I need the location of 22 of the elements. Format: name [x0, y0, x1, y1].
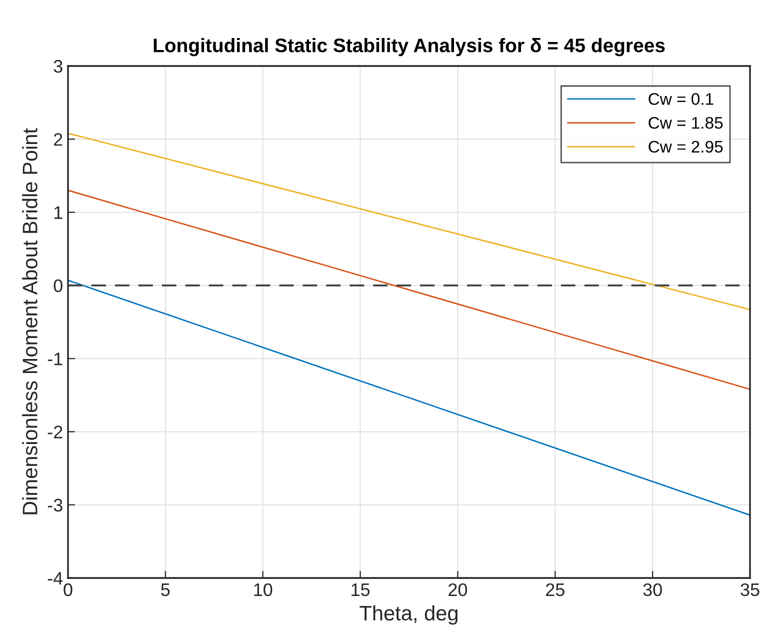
x-tick-label: 15	[352, 584, 370, 596]
y-tick-label: -4	[48, 572, 63, 585]
legend-label: Cw = 2.95	[648, 140, 723, 153]
x-tick-label: 5	[161, 584, 170, 596]
chart-title: Longitudinal Static Stability Analysis for δ = 45 degrees	[154, 38, 665, 56]
x-tick-label: 0	[64, 583, 72, 596]
legend-label: Cw = 0.1	[648, 93, 714, 105]
x-tick-label: 25	[546, 583, 564, 596]
x-tick-label: 10	[254, 583, 272, 596]
x-tick-label: 35	[740, 583, 760, 596]
x-tick-label: 30	[643, 583, 662, 596]
y-tick-label: -2	[48, 426, 62, 438]
y-tick-label: 2	[54, 133, 62, 146]
y-tick-label: -1	[48, 352, 62, 366]
y-tick-label: 3	[54, 60, 62, 73]
x-tick-label: 20	[448, 583, 468, 596]
y-tick-label: -3	[48, 498, 62, 512]
legend-label: Cw = 1.85	[648, 116, 723, 129]
y-tick-label: 1	[54, 206, 62, 219]
y-axis-title: Dimensionless Moment About Bridle Point	[22, 128, 38, 514]
y-tick-label: 0	[54, 279, 62, 292]
x-axis-title: Theta, deg	[360, 605, 458, 625]
